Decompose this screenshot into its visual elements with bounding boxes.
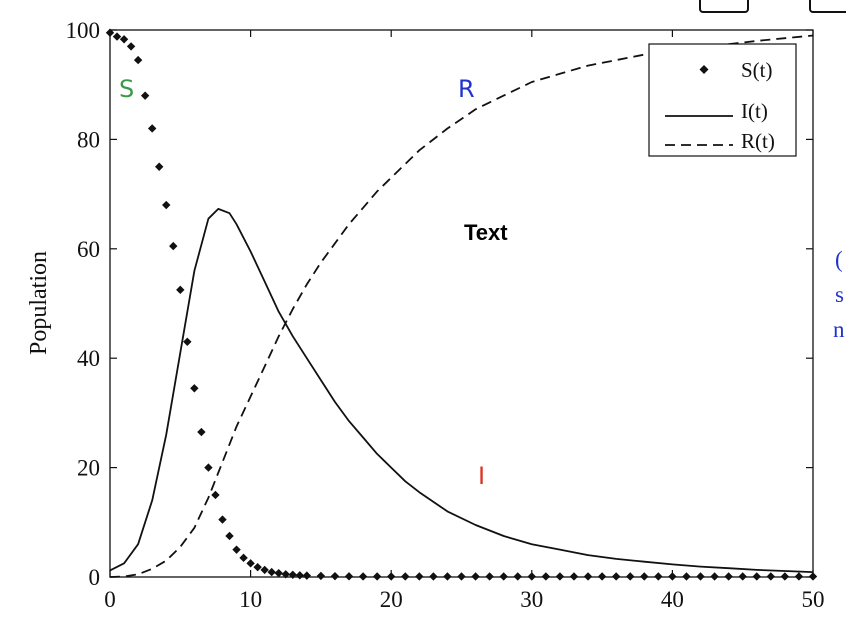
x-tick-label: 0 bbox=[104, 587, 116, 612]
annotation-i: I bbox=[478, 462, 485, 490]
side-text-1: ( bbox=[835, 247, 843, 272]
s-data-point bbox=[499, 572, 508, 581]
s-data-point bbox=[358, 572, 368, 581]
s-data-point bbox=[204, 463, 213, 472]
s-data-point bbox=[267, 567, 276, 577]
s-data-point bbox=[457, 572, 466, 581]
s-data-point bbox=[710, 572, 719, 581]
legend-label-s: S(t) bbox=[741, 58, 773, 82]
s-data-point bbox=[387, 572, 396, 581]
annotation-r: R bbox=[458, 75, 475, 103]
side-text-3: n bbox=[833, 317, 845, 342]
s-data-point bbox=[162, 200, 171, 210]
x-tick-label: 50 bbox=[802, 587, 825, 612]
x-tick-labels: 0 10 20 30 40 50 bbox=[104, 587, 824, 612]
s-data-point bbox=[155, 162, 164, 171]
y-tick-label: 100 bbox=[66, 18, 101, 43]
series-layer bbox=[105, 28, 818, 581]
side-text-2: s bbox=[835, 282, 844, 307]
s-data-point bbox=[105, 28, 115, 37]
x-tick-label: 20 bbox=[380, 587, 403, 612]
y-tick-label: 80 bbox=[77, 127, 100, 152]
s-data-point bbox=[668, 572, 677, 581]
s-data-point bbox=[682, 572, 691, 581]
s-data-point bbox=[126, 42, 136, 51]
s-data-point bbox=[288, 570, 297, 580]
y-axis-title: Population bbox=[26, 251, 52, 355]
r-series-line bbox=[109, 34, 814, 578]
s-data-point bbox=[147, 124, 157, 133]
s-data-point bbox=[133, 55, 143, 65]
s-data-point bbox=[140, 91, 150, 100]
s-data-point bbox=[527, 572, 536, 581]
y-tick-label: 20 bbox=[77, 456, 100, 481]
s-data-point bbox=[169, 241, 178, 251]
y-tick-labels: 0 20 40 60 80 100 bbox=[66, 18, 101, 590]
annotation-s: S bbox=[119, 75, 134, 103]
s-data-point bbox=[253, 562, 262, 572]
s-data-point bbox=[316, 571, 326, 581]
s-data-point bbox=[330, 571, 340, 581]
y-tick-label: 0 bbox=[89, 565, 101, 590]
annotation-text: Text bbox=[464, 220, 508, 245]
s-data-point bbox=[471, 572, 480, 581]
s-data-point bbox=[295, 571, 305, 580]
s-data-point bbox=[372, 572, 382, 581]
s-data-point bbox=[281, 570, 290, 579]
s-data-point bbox=[485, 572, 494, 581]
x-tick-label: 10 bbox=[239, 587, 262, 612]
s-data-point bbox=[401, 572, 410, 581]
s-data-point bbox=[640, 572, 649, 581]
s-data-point bbox=[752, 572, 761, 581]
cropped-box-2 bbox=[809, 0, 846, 13]
s-data-point bbox=[555, 572, 565, 581]
s-data-point bbox=[766, 572, 776, 581]
s-data-point bbox=[232, 545, 241, 554]
legend-marker-s bbox=[699, 65, 709, 74]
s-data-point bbox=[611, 572, 621, 581]
s-data-point bbox=[183, 337, 192, 346]
s-data-point bbox=[794, 572, 804, 581]
s-data-point bbox=[738, 572, 747, 581]
x-tick-label: 30 bbox=[520, 587, 543, 612]
s-data-point bbox=[119, 35, 129, 44]
s-data-point bbox=[344, 572, 354, 581]
y-tick-label: 40 bbox=[77, 346, 100, 371]
legend-box bbox=[648, 43, 797, 157]
s-data-point bbox=[583, 572, 593, 581]
s-data-point bbox=[274, 568, 283, 578]
y-tick-label: 60 bbox=[77, 237, 100, 262]
s-data-point bbox=[597, 572, 607, 581]
s-data-point bbox=[626, 572, 635, 581]
s-data-point bbox=[112, 32, 122, 41]
s-data-point bbox=[654, 572, 663, 581]
s-data-point bbox=[246, 559, 255, 568]
s-data-point bbox=[190, 384, 199, 393]
s-data-point bbox=[225, 531, 234, 541]
x-tick-label: 40 bbox=[661, 587, 684, 612]
s-data-point bbox=[260, 565, 269, 575]
legend-label-r: R(t) bbox=[741, 129, 775, 153]
s-data-point bbox=[429, 572, 438, 581]
s-data-point bbox=[176, 285, 185, 295]
s-data-point bbox=[513, 572, 522, 581]
s-data-point bbox=[569, 572, 579, 581]
s-data-point bbox=[780, 572, 790, 581]
s-data-point bbox=[541, 572, 551, 581]
i-series-line bbox=[109, 207, 814, 573]
s-data-point bbox=[211, 490, 220, 500]
s-data-point bbox=[696, 572, 705, 581]
s-data-point bbox=[808, 572, 818, 581]
legend: S(t) I(t) R(t) bbox=[648, 43, 797, 157]
s-data-point bbox=[218, 515, 227, 524]
s-data-point bbox=[415, 572, 424, 581]
legend-label-i: I(t) bbox=[741, 99, 768, 123]
s-data-point bbox=[724, 572, 733, 581]
cropped-box-1 bbox=[699, 0, 749, 13]
s-data-point bbox=[239, 553, 248, 563]
s-data-point bbox=[443, 572, 452, 581]
s-data-point bbox=[302, 571, 312, 580]
s-data-point bbox=[197, 427, 206, 437]
